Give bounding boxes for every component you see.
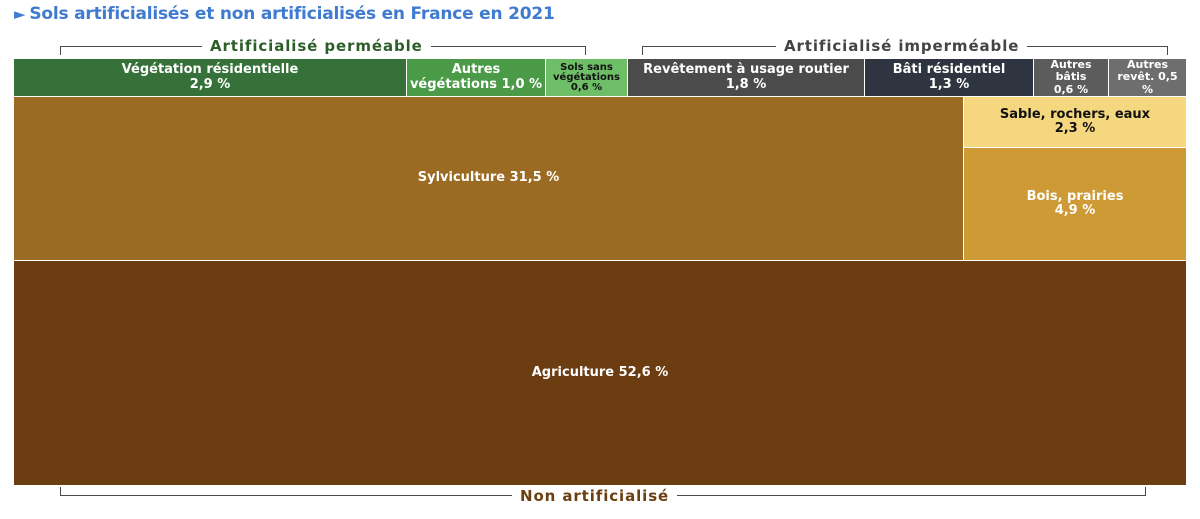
cell-revetement-routier: Revêtement à usage routier 1,8 %: [628, 59, 864, 96]
cell-label-line1: Revêtement à usage routier: [643, 62, 849, 78]
cell-label-line1: Bois, prairies: [1026, 188, 1124, 204]
cell-label-line1: Sylviculture 31,5 %: [417, 170, 560, 186]
cell-label-line2: 1,8 %: [725, 76, 767, 92]
cell-label-line2: végétations 1,0 %: [409, 76, 543, 92]
play-arrow-icon: ►: [14, 5, 26, 23]
cell-label-line1: Sols sans: [560, 61, 613, 73]
cell-label-line2: 2,9 %: [189, 76, 231, 92]
group-label-non-artificialise: Non artificialisé: [512, 487, 678, 505]
cell-autres-revet: Autres revêt. 0,5 %: [1109, 59, 1186, 96]
cell-label-line1: Autres: [451, 62, 501, 78]
cell-label-line2: 4,9 %: [1054, 203, 1096, 218]
cell-label-line1: Autres: [1126, 59, 1169, 72]
cell-agriculture: Agriculture 52,6 %: [14, 261, 1186, 485]
chart-title-text: Sols artificialisés et non artificialisé…: [29, 4, 555, 24]
cell-label-line1: Autres bâtis: [1050, 59, 1092, 84]
cell-autres-vegetations: Autres végétations 1,0 %: [407, 59, 545, 96]
cell-label-line2: 0,6 %: [1053, 82, 1089, 96]
cell-bois-prairies: Bois, prairies 4,9 %: [964, 148, 1186, 260]
cell-label-line1: Agriculture 52,6 %: [531, 364, 669, 380]
cell-bati-residentiel: Bâti résidentiel 1,3 %: [865, 59, 1033, 96]
cell-label-line2: 1,3 %: [928, 76, 970, 92]
cell-label-line3: 0,6 %: [570, 81, 603, 93]
cell-label-line2: revêt. 0,5 %: [1117, 70, 1178, 96]
cell-label-line1: Végétation résidentielle: [121, 62, 299, 78]
group-label-permeable: Artificialisé perméable: [202, 37, 431, 55]
cell-label-line2: végétations: [553, 71, 620, 83]
group-label-impermeable: Artificialisé imperméable: [776, 37, 1028, 55]
cell-sols-sans-vegetations: Sols sans végétations 0,6 %: [546, 59, 627, 96]
cell-vegetation-residentielle: Végétation résidentielle 2,9 %: [14, 59, 406, 96]
cell-autres-batis: Autres bâtis 0,6 %: [1034, 59, 1108, 96]
cell-sylviculture: Sylviculture 31,5 %: [14, 97, 963, 260]
cell-label-line1: Sable, rochers, eaux: [999, 106, 1151, 122]
cell-label-line2: 2,3 %: [1054, 121, 1096, 136]
chart-title: ► Sols artificialisés et non artificialis…: [14, 4, 555, 24]
cell-sable-rochers-eaux: Sable, rochers, eaux 2,3 %: [964, 97, 1186, 147]
cell-label-line1: Bâti résidentiel: [892, 62, 1006, 78]
